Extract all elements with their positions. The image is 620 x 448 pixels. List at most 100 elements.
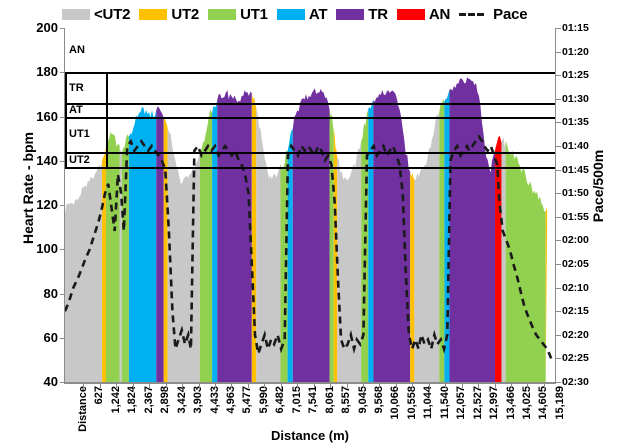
y-axis-left-tick-label: 140 <box>36 152 58 168</box>
legend-item-tr[interactable]: TR <box>336 7 388 22</box>
hr-area-segment-lt-ut2 <box>65 160 103 382</box>
x-axis-tick-mark <box>362 384 364 388</box>
x-axis-tick-label: 9,045 <box>356 386 369 414</box>
plot-bottom-border <box>64 382 556 384</box>
x-axis-tick-mark <box>395 384 397 388</box>
x-axis-tick-mark <box>313 384 315 388</box>
zone-threshold-line-ut2 <box>65 167 555 170</box>
x-axis-tick-label: 11,044 <box>422 386 435 420</box>
x-axis-tick-label: 9,568 <box>372 386 385 414</box>
y-axis-right-tick-label: 01:30 <box>562 92 589 105</box>
hr-area-segment-lt-ut2 <box>167 127 200 382</box>
legend-item-pace[interactable]: Pace <box>459 7 528 22</box>
x-axis-tick-label: 10,558 <box>405 386 418 420</box>
y-axis-right-tick-mark <box>556 122 561 124</box>
zone-label-at: AT <box>69 103 83 116</box>
y-axis-right-tick-mark <box>556 146 561 147</box>
y-axis-left-tick-mark <box>60 382 65 383</box>
y-axis-right-tick-label: 01:50 <box>562 187 589 200</box>
y-axis-left-tick-mark <box>60 116 65 118</box>
hr-area-segment-ut1 <box>199 109 213 382</box>
y-axis-left-tick-label: 40 <box>43 374 58 389</box>
x-axis-tick-label: 8,061 <box>323 386 336 414</box>
legend-label: AN <box>428 5 451 23</box>
x-axis-tick-label: 2,898 <box>159 386 172 414</box>
x-axis-tick-mark <box>83 384 85 388</box>
y-axis-right-tick-label: 02:15 <box>562 305 589 318</box>
y-axis-right-tick-label: 02:30 <box>562 376 589 388</box>
hr-area-segment-lt-ut2 <box>337 141 362 382</box>
color-swatch-icon <box>276 8 305 20</box>
x-axis-tick-label: Distance <box>77 386 89 432</box>
y-axis-right-tick-label: 02:00 <box>562 234 589 247</box>
plot-right-border <box>555 28 556 383</box>
x-axis-tick-label: 1,242 <box>109 386 122 414</box>
y-axis-right-tick-label: 01:40 <box>562 140 589 152</box>
y-axis-right-tick-label: 01:20 <box>562 45 589 58</box>
legend-item-at[interactable]: AT <box>276 5 328 23</box>
legend-label: AT <box>308 5 328 23</box>
y-axis-right-tick-mark <box>556 28 561 29</box>
hr-area-segment-ut1 <box>329 109 334 382</box>
y-axis-left-tick-label: 80 <box>43 285 58 301</box>
y-axis-right-tick-label: 02:05 <box>562 258 589 270</box>
hr-area-segment-ut2 <box>251 93 257 382</box>
legend-item-ut1[interactable]: UT1 <box>208 7 268 22</box>
x-axis-tick-mark <box>445 384 447 388</box>
legend-label: UT1 <box>240 5 268 23</box>
zone-label-box-edge <box>65 72 67 168</box>
hr-area-segment-at <box>368 100 374 382</box>
legend-label: <UT2 <box>94 5 131 23</box>
x-axis-tick-mark <box>461 384 463 388</box>
legend-item-lt-ut2[interactable]: <UT2 <box>62 5 131 23</box>
legend-label: UT2 <box>171 5 200 23</box>
y-axis-left-tick-mark <box>60 205 65 206</box>
y-axis-right-tick-mark <box>556 216 561 218</box>
x-axis-tick-label: 3,903 <box>192 386 205 414</box>
hr-area-segment-at <box>212 99 218 382</box>
y-axis-left-tick-mark <box>60 249 65 251</box>
x-axis-tick-mark <box>543 384 545 388</box>
x-axis-tick-label: 13,466 <box>504 386 517 420</box>
zone-label-box-edge-right <box>106 72 108 168</box>
y-axis-left-tick-mark <box>60 337 65 339</box>
x-axis-tick-mark <box>379 384 381 388</box>
x-axis-tick-label: 3,424 <box>175 386 188 414</box>
chart-legend: <UT2 UT2 UT1 AT TR AN Pace <box>62 4 562 24</box>
x-axis-tick-label: 12,997 <box>488 386 501 420</box>
color-swatch-icon <box>396 8 425 20</box>
hr-area-segment-ut1 <box>439 99 445 382</box>
x-axis-tick-label: 11,540 <box>438 386 451 420</box>
x-axis-tick-label: 5,990 <box>257 386 270 414</box>
y-axis-right-tick-mark <box>556 98 561 100</box>
hr-area-segment-ut1 <box>505 140 546 382</box>
x-axis-tick-mark <box>330 384 332 388</box>
legend-item-an[interactable]: AN <box>396 5 451 23</box>
x-axis-tick-mark <box>132 384 134 388</box>
hr-area-segment-ut2 <box>545 207 548 382</box>
x-axis-tick-label: 12,057 <box>455 386 468 420</box>
x-axis-tick-mark <box>182 384 184 388</box>
x-axis-tick-label: 7,015 <box>290 386 303 414</box>
y-axis-right-tick-label: 01:55 <box>562 210 589 223</box>
y-axis-right-tick-label: 01:45 <box>562 163 589 176</box>
hr-area-segment-tr <box>217 90 252 382</box>
plot-area: AN TR AT UT1 UT2 <box>65 28 555 382</box>
color-swatch-icon <box>62 8 90 20</box>
y-axis-right-tick-mark <box>556 358 561 360</box>
x-axis-tick-label: 2,367 <box>142 386 155 414</box>
zone-label-ut2: UT2 <box>69 153 90 166</box>
zone-label-tr: TR <box>69 81 84 94</box>
x-axis-tick-label: 4,963 <box>224 386 237 414</box>
x-axis-tick-label: 7,541 <box>307 386 320 414</box>
x-axis-tick-mark <box>478 384 480 388</box>
x-axis-tick-label: 12,527 <box>471 386 484 420</box>
hr-area-segment-at <box>444 89 450 382</box>
x-axis-tick-label: 4,433 <box>208 386 221 414</box>
y-axis-right-tick-mark <box>556 382 561 383</box>
x-axis-tick-mark <box>165 384 167 388</box>
y-axis-right-tick-mark <box>556 311 561 313</box>
legend-item-ut2[interactable]: UT2 <box>139 7 199 22</box>
plot-left-border <box>64 28 65 383</box>
